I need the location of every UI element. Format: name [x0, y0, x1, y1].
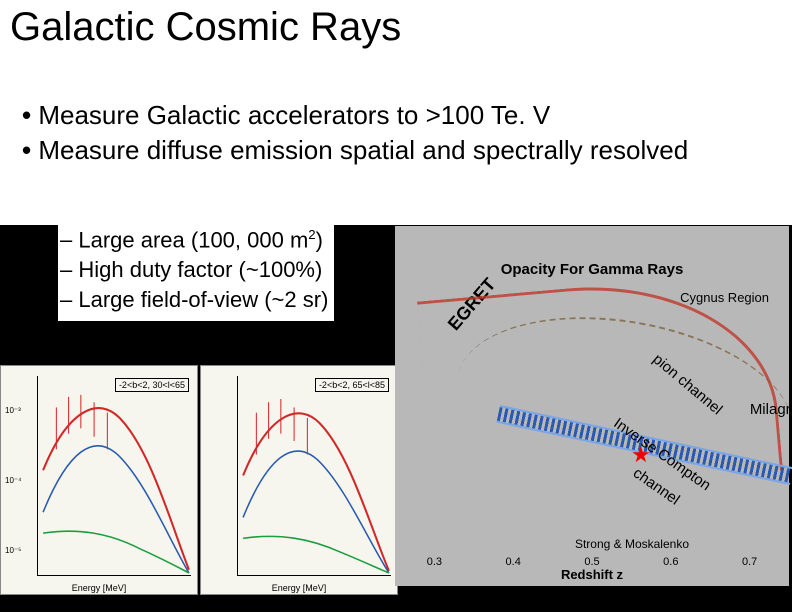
chart1-axes: [37, 376, 191, 576]
sub-bullet-3: Large field-of-view (~2 sr): [60, 287, 328, 313]
chart2-curves: [238, 376, 391, 575]
chart1-xlabel: Energy [MeV]: [72, 583, 127, 593]
milagro-label: Milagro: [750, 401, 792, 418]
chart2-xlabel: Energy [MeV]: [272, 583, 327, 593]
cygnus-label: Cygnus Region: [680, 290, 769, 305]
sub-bullets: Large area (100, 000 m2) High duty facto…: [58, 225, 334, 321]
sub-bullet-1: Large area (100, 000 m2): [60, 227, 328, 253]
opacity-plot: Opacity For Gamma Rays Cygnus Region EGR…: [395, 226, 789, 586]
strong-moskalenko-label: Strong & Moskalenko: [575, 537, 689, 551]
redshift-xlabel: Redshift z: [561, 567, 623, 582]
slide-title: Galactic Cosmic Rays: [10, 5, 401, 50]
bullet-2: Measure diffuse emission spatial and spe…: [22, 135, 762, 166]
chart1-curves: [38, 376, 191, 575]
sub-bullet-2: High duty factor (~100%): [60, 257, 328, 283]
opacity-title: Opacity For Gamma Rays: [501, 261, 684, 278]
bullet-1: Measure Galactic accelerators to >100 Te…: [22, 100, 762, 131]
main-bullets: Measure Galactic accelerators to >100 Te…: [22, 100, 762, 170]
chart2-axes: [237, 376, 391, 576]
chart-panel-1: -2<b<2, 30<l<65 10⁻³ 10⁻⁴ 10⁻⁵ Energy [M…: [0, 365, 198, 595]
chart-panel-2: -2<b<2, 65<l<85 Energy [MeV]: [200, 365, 398, 595]
